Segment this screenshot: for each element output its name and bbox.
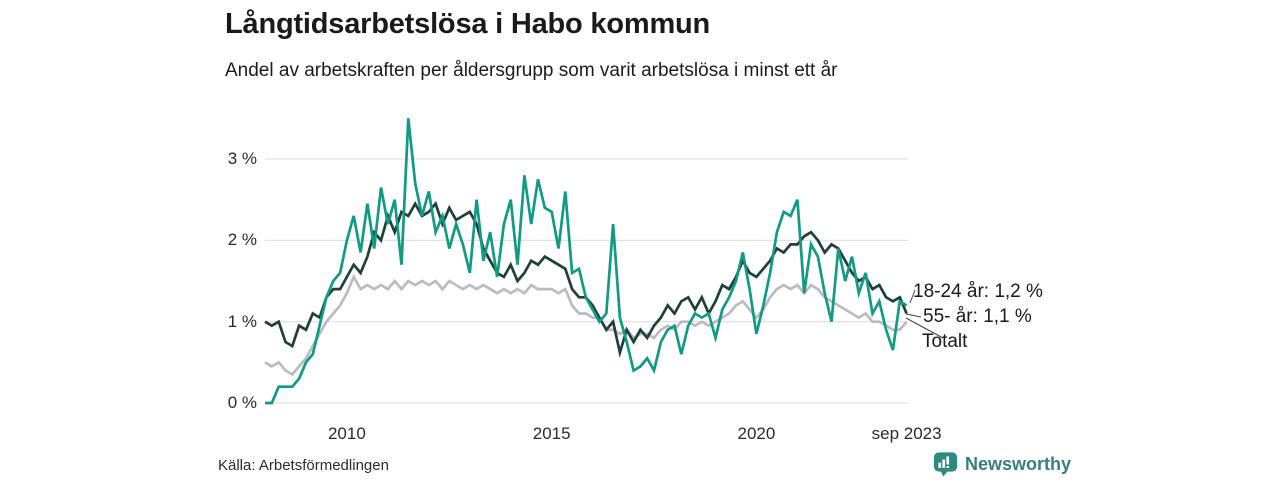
- newsworthy-logo[interactable]: Newsworthy: [933, 450, 1071, 478]
- chart-subtitle: Andel av arbetskraften per åldersgrupp s…: [225, 60, 838, 81]
- series-line-55-ar: [264, 200, 908, 358]
- series-line-totalt: [264, 273, 908, 377]
- newsworthy-wordmark: Newsworthy: [965, 453, 1072, 474]
- x-tick-sep-2023: sep 2023: [871, 424, 942, 443]
- y-tick-0: 0 %: [227, 393, 257, 412]
- leader-line-55-ar: [905, 313, 922, 318]
- newsworthy-logo-icon: [933, 452, 958, 477]
- y-tick-1: 1 %: [227, 311, 257, 331]
- end-label-totalt: Totalt: [922, 331, 968, 352]
- y-tick-3: 3 %: [227, 149, 257, 168]
- x-tick-2020: 2020: [737, 424, 776, 443]
- y-tick-2: 2 %: [227, 230, 257, 250]
- page-title: Långtidsarbetslösa i Habo kommun: [225, 8, 711, 40]
- source-note: Källa: Arbetsförmedlingen: [218, 457, 389, 474]
- end-label-18-24-ar: 18-24 år: 1,2 %: [913, 281, 1043, 302]
- series-line-18-24-ar: [265, 118, 908, 405]
- x-tick-2015: 2015: [532, 424, 571, 443]
- x-tick-2010: 2010: [327, 424, 366, 443]
- end-label-55-ar: 55- år: 1,1 %: [923, 306, 1032, 327]
